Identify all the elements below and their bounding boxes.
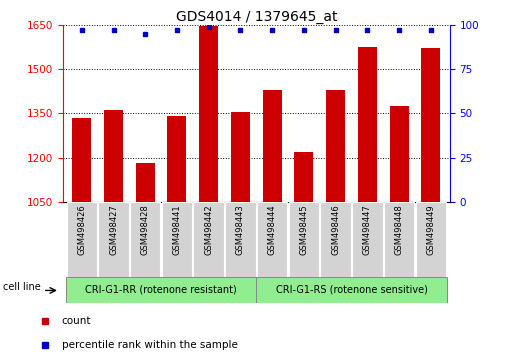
Text: GSM498426: GSM498426: [77, 204, 86, 255]
FancyBboxPatch shape: [162, 202, 192, 278]
FancyBboxPatch shape: [384, 202, 414, 278]
Text: GSM498448: GSM498448: [394, 204, 404, 255]
FancyBboxPatch shape: [66, 202, 97, 278]
Bar: [66, 277, 256, 303]
Text: GSM498444: GSM498444: [268, 204, 277, 255]
Text: CRI-G1-RR (rotenone resistant): CRI-G1-RR (rotenone resistant): [85, 285, 237, 295]
FancyBboxPatch shape: [257, 202, 287, 278]
Bar: [326, 90, 345, 202]
Bar: [104, 110, 123, 202]
FancyBboxPatch shape: [321, 202, 351, 278]
Bar: [256, 277, 447, 303]
Text: percentile rank within the sample: percentile rank within the sample: [62, 340, 237, 350]
FancyBboxPatch shape: [289, 202, 319, 278]
FancyBboxPatch shape: [98, 202, 129, 278]
Bar: [390, 106, 408, 202]
Bar: [167, 116, 187, 202]
Text: GSM498428: GSM498428: [141, 204, 150, 255]
FancyBboxPatch shape: [225, 202, 256, 278]
FancyBboxPatch shape: [130, 202, 161, 278]
Text: GSM498441: GSM498441: [173, 204, 181, 255]
Text: GSM498445: GSM498445: [299, 204, 309, 255]
Text: GSM498442: GSM498442: [204, 204, 213, 255]
Text: GSM498447: GSM498447: [363, 204, 372, 255]
Bar: [421, 48, 440, 202]
Text: GSM498427: GSM498427: [109, 204, 118, 255]
Text: cell line: cell line: [3, 282, 41, 292]
Bar: [263, 90, 282, 202]
FancyBboxPatch shape: [415, 202, 446, 278]
Text: GSM498449: GSM498449: [426, 204, 435, 255]
Bar: [358, 47, 377, 202]
Text: count: count: [62, 316, 92, 326]
Bar: [294, 152, 313, 202]
Text: CRI-G1-RS (rotenone sensitive): CRI-G1-RS (rotenone sensitive): [276, 285, 427, 295]
Title: GDS4014 / 1379645_at: GDS4014 / 1379645_at: [176, 10, 337, 24]
Text: GSM498446: GSM498446: [331, 204, 340, 255]
FancyBboxPatch shape: [352, 202, 382, 278]
Bar: [136, 163, 155, 202]
Bar: [199, 26, 218, 202]
Text: GSM498443: GSM498443: [236, 204, 245, 255]
FancyBboxPatch shape: [194, 202, 224, 278]
Bar: [72, 118, 92, 202]
Bar: [231, 112, 250, 202]
